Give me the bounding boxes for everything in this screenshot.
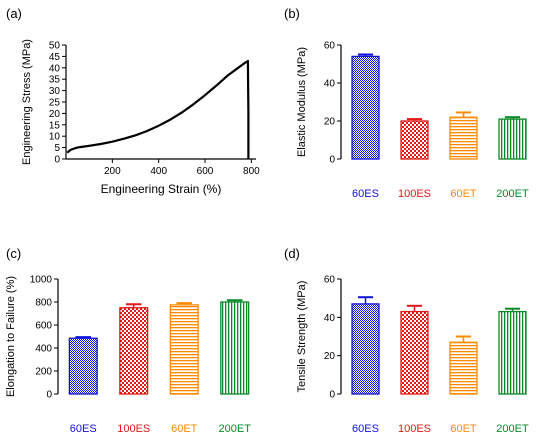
y-tick-label: 200 <box>35 367 52 378</box>
category-label-60et: 60ET <box>450 423 477 435</box>
bar-60et <box>169 304 199 395</box>
y-tick-label: 20 <box>49 109 61 120</box>
category-label-200et: 200ET <box>496 188 529 200</box>
panel-label: (c) <box>6 246 21 261</box>
x-tick-label: 600 <box>197 166 214 177</box>
y-axis-label: Engineering Stress (MPa) <box>21 39 33 165</box>
bar-60es <box>68 337 98 395</box>
y-tick-label: 45 <box>49 52 61 63</box>
y-tick-label: 40 <box>324 79 336 90</box>
x-tick-label: 400 <box>150 166 167 177</box>
category-label-100es: 100ES <box>398 188 431 200</box>
y-tick-label: 35 <box>49 75 61 86</box>
y-tick-label: 40 <box>49 63 61 74</box>
panel-label: (a) <box>6 6 22 21</box>
panel-label: (d) <box>284 246 300 261</box>
y-tick-label: 600 <box>35 321 52 332</box>
x-axis-label: Engineering Strain (%) <box>101 182 222 196</box>
y-tick-label: 25 <box>49 98 61 109</box>
x-tick-label: 200 <box>104 166 121 177</box>
category-label-200et: 200ET <box>219 423 252 435</box>
bar-60es <box>351 303 380 395</box>
y-tick-label: 30 <box>49 86 61 97</box>
bar-60et <box>449 116 478 160</box>
y-tick-label: 800 <box>35 298 52 309</box>
chart-panel: 0 20 40 60 Tensile Strength (MPa) 60ES 100ES 60… <box>296 275 529 436</box>
bar-200et <box>498 118 527 160</box>
y-tick-label: 40 <box>324 313 336 324</box>
category-label-60es: 60ES <box>352 423 379 435</box>
bar-200et <box>220 301 250 395</box>
category-label-100es: 100ES <box>117 423 150 435</box>
y-tick-label: 1000 <box>30 275 53 286</box>
bar-100es <box>119 307 149 395</box>
stress-strain-curve <box>66 59 250 159</box>
category-label-60et: 60ET <box>171 423 198 435</box>
y-axis-label: Tensile Strength (MPa) <box>296 281 308 393</box>
y-tick-label: 60 <box>324 275 336 286</box>
y-tick-label: 0 <box>329 155 335 166</box>
chart-panel: 0 200 400 600 800 1000 Elongation to Failure (… <box>5 275 251 436</box>
bar-100es <box>400 310 429 395</box>
y-tick-label: 0 <box>54 155 60 166</box>
y-tick-label: 0 <box>329 390 335 401</box>
y-tick-label: 10 <box>49 132 61 143</box>
y-tick-label: 15 <box>49 120 61 131</box>
category-label-60es: 60ES <box>70 423 97 435</box>
bar-60et <box>449 341 478 395</box>
y-tick-label: 60 <box>324 41 336 52</box>
bar-60es <box>351 55 380 160</box>
chart-panel: 0 20 40 60 Elastic Modulus (MPa) 60ES 100ES 60E… <box>296 41 529 201</box>
x-tick-label: 800 <box>243 166 260 177</box>
category-label-60es: 60ES <box>352 188 379 200</box>
y-tick-label: 20 <box>324 117 336 128</box>
bar-100es <box>400 120 429 160</box>
panel-label: (b) <box>284 6 300 21</box>
category-label-60et: 60ET <box>450 188 477 200</box>
y-axis-label: Elastic Modulus (MPa) <box>296 47 308 157</box>
y-tick-label: 50 <box>49 41 61 52</box>
bar-200et <box>498 310 527 395</box>
y-tick-label: 400 <box>35 344 52 355</box>
y-tick-label: 0 <box>46 390 52 401</box>
y-tick-label: 20 <box>324 351 336 362</box>
category-label-200et: 200ET <box>496 423 529 435</box>
y-axis-label: Elongation to Failure (%) <box>5 276 17 397</box>
category-label-100es: 100ES <box>398 423 431 435</box>
y-tick-label: 5 <box>54 143 60 154</box>
